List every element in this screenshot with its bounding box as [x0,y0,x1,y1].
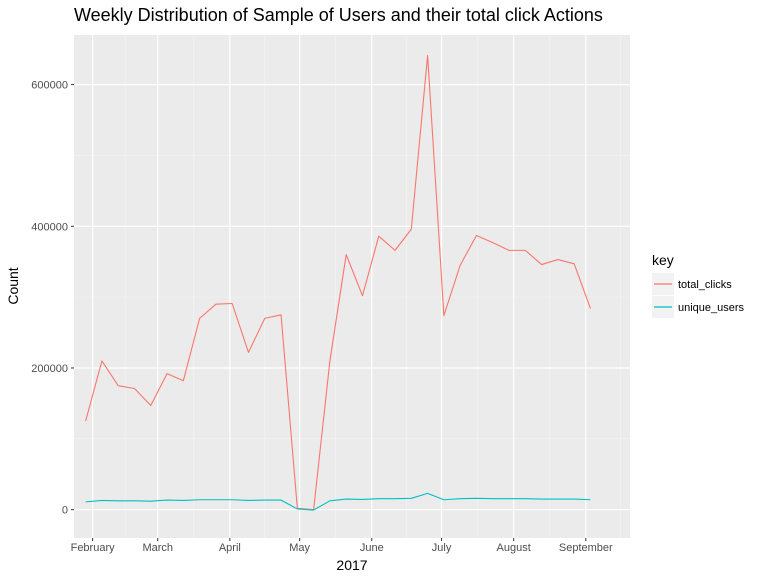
x-tick-label: March [142,542,173,554]
y-tick-label: 600000 [31,80,68,92]
x-axis-title: 2017 [336,557,367,573]
x-tick-label: February [71,542,116,554]
series-lines [85,55,591,511]
y-axis: 0 200000 400000 600000 [31,80,74,517]
major-gridlines [74,35,630,538]
minor-gridlines [74,35,630,538]
x-axis: February March April May June July August Septe… [71,538,613,554]
legend-label-unique_users: unique_users [678,302,745,314]
x-tick-label: September [559,542,613,554]
series-line-unique_users [85,492,591,511]
legend-title: key [652,252,674,268]
plot-panel [74,35,630,538]
chart-title: Weekly Distribution of Sample of Users a… [74,5,603,25]
x-tick-label: July [432,542,452,554]
x-tick-label: August [497,542,531,554]
x-tick-label: June [360,542,384,554]
y-tick-label: 400000 [31,221,68,233]
y-axis-title: Count [5,267,21,304]
y-tick-label: 0 [62,505,68,517]
x-tick-label: April [219,542,241,554]
series-line-total_clicks [85,55,591,511]
legend: key total_clicks unique_users [652,252,745,318]
x-tick-label: May [289,542,310,554]
legend-label-total_clicks: total_clicks [678,279,732,291]
y-tick-label: 200000 [31,363,68,375]
